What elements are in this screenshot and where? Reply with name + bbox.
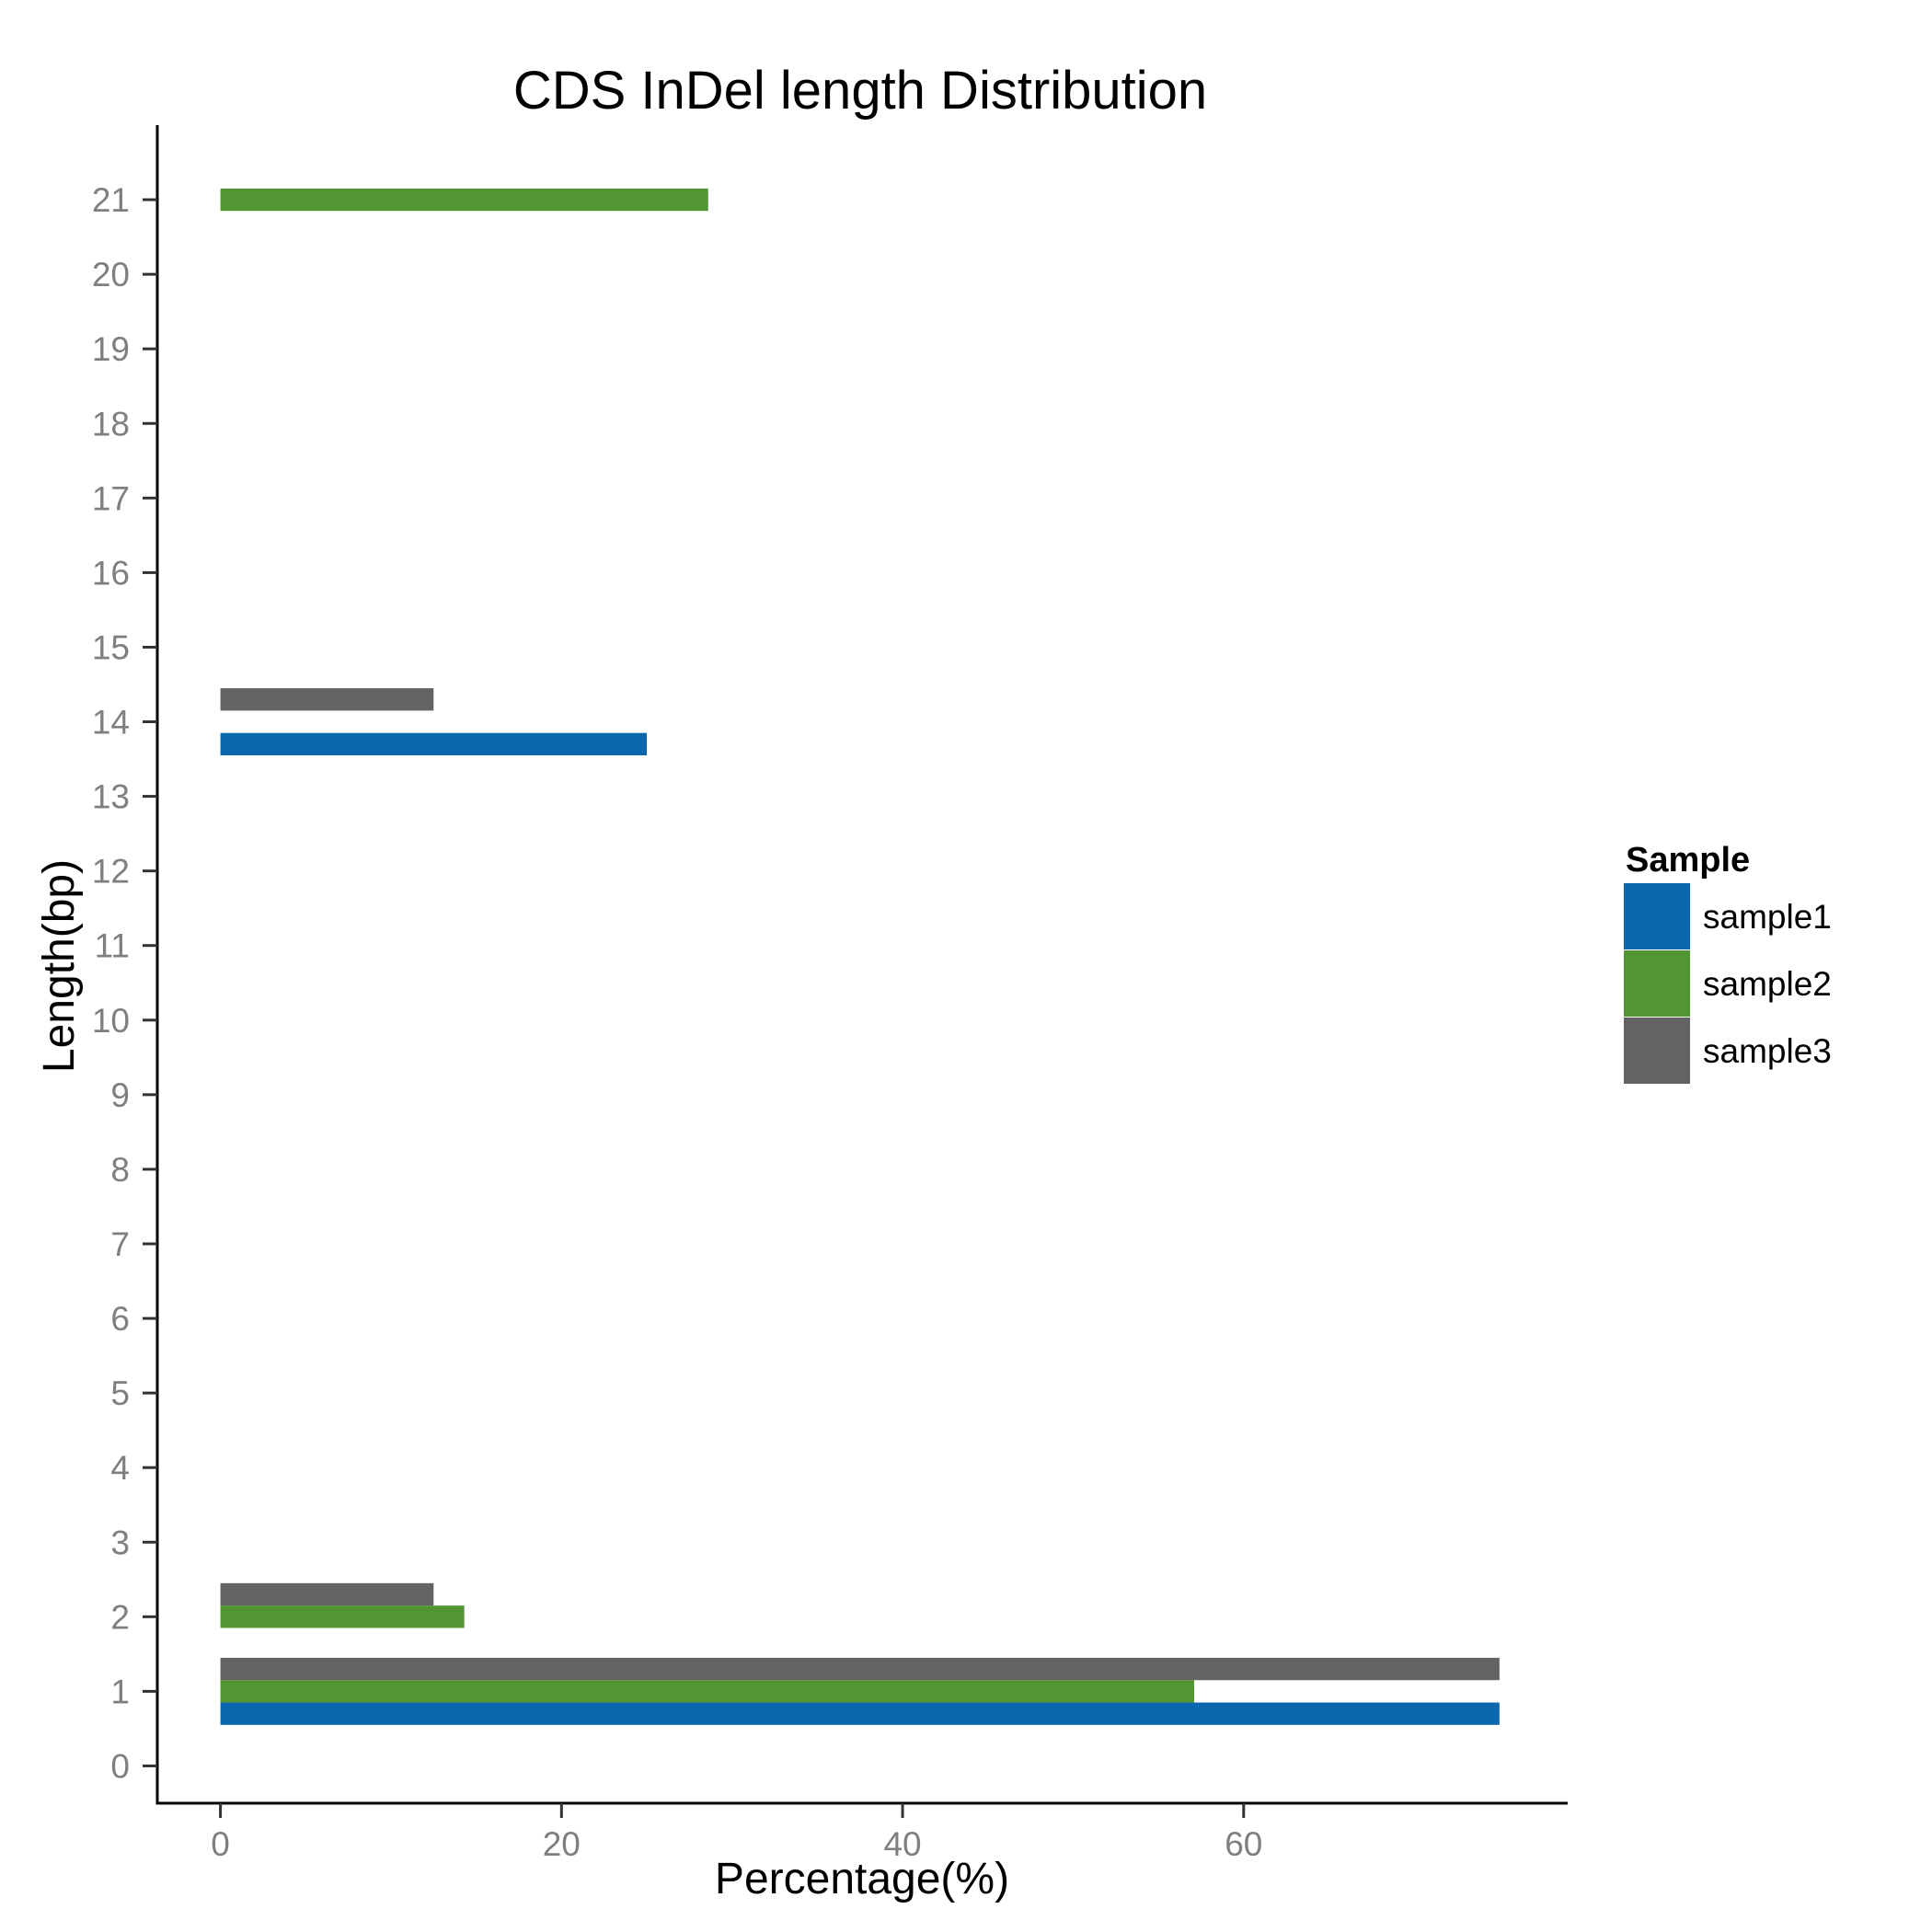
bar-sample2-len-2 — [220, 1605, 465, 1628]
y-tick-label: 21 — [92, 181, 130, 219]
y-tick-label: 9 — [110, 1076, 130, 1114]
legend: Sample sample1 sample2 sample3 — [1624, 841, 1832, 1084]
y-tick-label: 17 — [92, 479, 130, 517]
legend-title: Sample — [1626, 841, 1750, 880]
x-tick-label: 60 — [1225, 1825, 1262, 1863]
x-tick-label: 0 — [211, 1825, 230, 1863]
y-tick-label: 11 — [95, 927, 130, 965]
y-tick-label: 12 — [92, 853, 130, 891]
legend-label-sample1: sample1 — [1703, 898, 1832, 936]
y-tick-label: 3 — [110, 1524, 130, 1561]
bar-sample2-len-1 — [220, 1680, 1195, 1703]
bar-sample1-len-1 — [220, 1702, 1500, 1725]
legend-swatch-sample3 — [1624, 1018, 1690, 1084]
bar-sample3-len-2 — [220, 1582, 434, 1606]
y-tick-label: 7 — [110, 1225, 130, 1263]
legend-swatch-sample2 — [1624, 950, 1690, 1017]
y-axis-title: Length(bp) — [35, 859, 84, 1073]
y-tick-label: 8 — [110, 1151, 130, 1189]
bar-sample2-len-21 — [220, 188, 708, 212]
y-tick-label: 15 — [92, 628, 130, 666]
y-tick-label: 1 — [110, 1673, 130, 1710]
x-axis-title: Percentage(%) — [715, 1855, 1009, 1903]
legend-items: sample1 sample2 sample3 — [1624, 883, 1832, 1084]
y-tick-label: 16 — [92, 554, 130, 592]
y-tick-label: 14 — [92, 704, 130, 742]
y-tick-label: 13 — [92, 778, 130, 816]
y-tick-label: 0 — [110, 1747, 130, 1785]
x-ticks: 0 20 40 60 — [211, 1803, 1262, 1863]
bar-sample3-len-14 — [220, 688, 434, 711]
legend-label-sample2: sample2 — [1703, 965, 1832, 1003]
y-tick-label: 19 — [92, 330, 130, 368]
y-tick-label: 10 — [92, 1002, 130, 1040]
x-tick-label: 40 — [883, 1825, 921, 1863]
y-tick-label: 20 — [92, 256, 130, 293]
bar-sample1-len-14 — [220, 732, 648, 756]
bars-layer — [220, 188, 1500, 1725]
x-tick-label: 20 — [543, 1825, 581, 1863]
bar-sample3-len-1 — [220, 1657, 1500, 1681]
y-tick-label: 5 — [110, 1374, 130, 1412]
y-tick-label: 4 — [110, 1449, 130, 1487]
y-tick-label: 6 — [110, 1300, 130, 1338]
y-tick-label: 18 — [92, 405, 130, 443]
legend-swatch-sample1 — [1624, 883, 1690, 949]
legend-label-sample3: sample3 — [1703, 1032, 1832, 1070]
chart-title: CDS InDel length Distribution — [513, 61, 1207, 121]
y-tick-label: 2 — [110, 1598, 130, 1636]
